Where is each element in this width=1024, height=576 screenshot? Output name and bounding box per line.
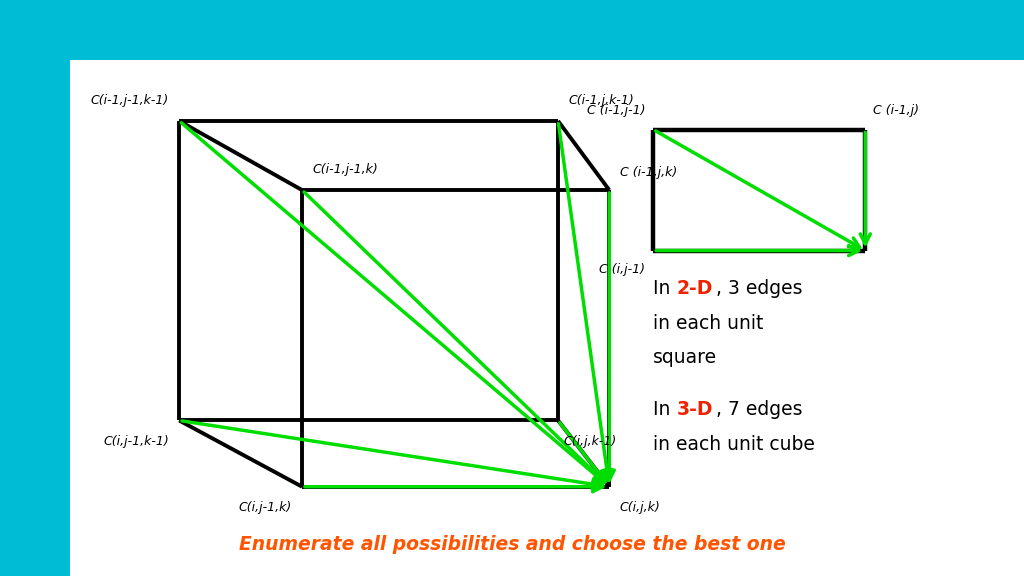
Text: C (i,j-1): C (i,j-1) xyxy=(599,263,645,276)
Text: , 3 edges: , 3 edges xyxy=(716,279,802,298)
Text: In: In xyxy=(653,279,677,298)
Text: C(i-1,j,k-1): C(i-1,j,k-1) xyxy=(568,93,634,107)
Text: C(i,j,k-1): C(i,j,k-1) xyxy=(563,435,616,448)
Text: C(i,j-1,k-1): C(i,j-1,k-1) xyxy=(103,435,169,448)
Text: In: In xyxy=(653,400,677,419)
Text: C(i,j-1,k): C(i,j-1,k) xyxy=(239,501,292,514)
Bar xyxy=(0,0,70,576)
Text: 2-D cell versus 3-D Alignment Cell: 2-D cell versus 3-D Alignment Cell xyxy=(97,24,550,51)
Text: 3-D: 3-D xyxy=(677,400,714,419)
Text: 2-D: 2-D xyxy=(677,279,714,298)
Text: in each unit: in each unit xyxy=(653,314,764,333)
Text: Enumerate all possibilities and choose the best one: Enumerate all possibilities and choose t… xyxy=(239,535,785,554)
Bar xyxy=(0,0,1024,60)
Text: C(i-1,j-1,k-1): C(i-1,j-1,k-1) xyxy=(91,93,169,107)
Text: C (i-1,j): C (i-1,j) xyxy=(873,104,920,117)
Text: square: square xyxy=(653,348,718,367)
Text: in each unit cube: in each unit cube xyxy=(653,435,815,454)
Text: , 7 edges: , 7 edges xyxy=(716,400,802,419)
Text: C (i-1,j,k): C (i-1,j,k) xyxy=(620,165,677,179)
Text: C (i-1,j-1): C (i-1,j-1) xyxy=(587,104,645,117)
Text: C(i,j,k): C(i,j,k) xyxy=(620,501,660,514)
Text: C(i-1,j-1,k): C(i-1,j-1,k) xyxy=(312,162,378,176)
